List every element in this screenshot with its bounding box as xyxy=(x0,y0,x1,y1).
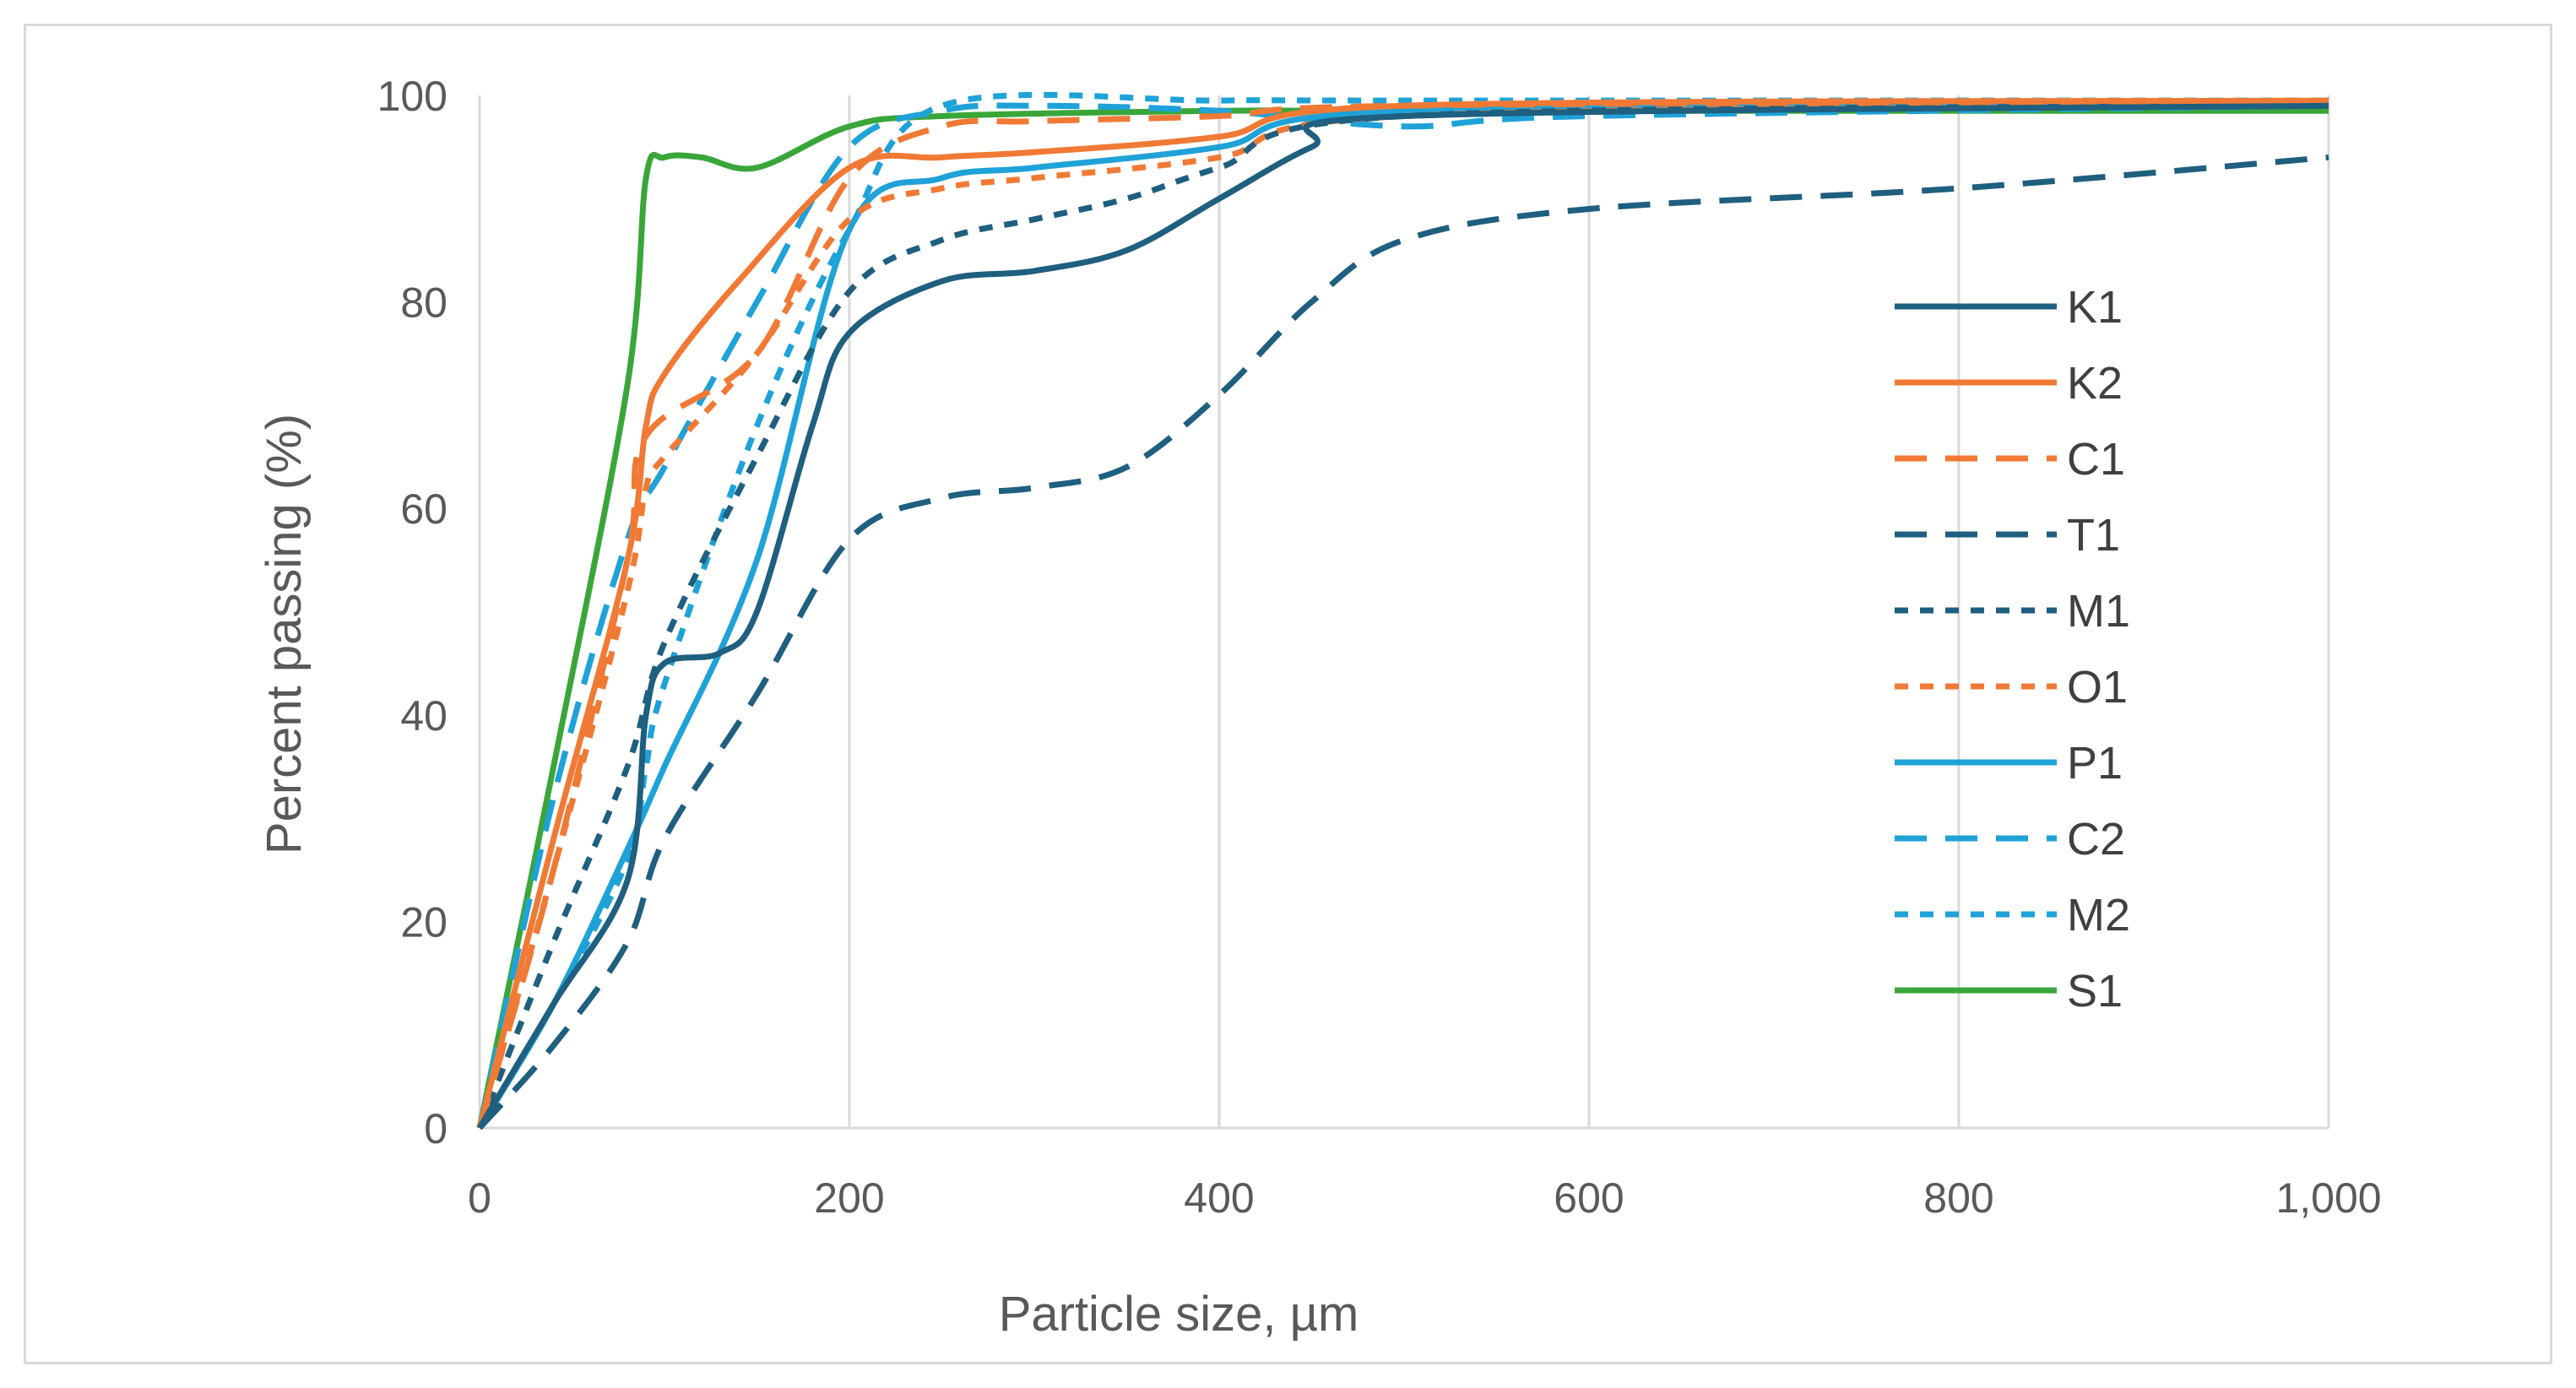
x-tick-label: 800 xyxy=(1923,1174,1993,1222)
legend-label-m2: M2 xyxy=(2067,890,2130,941)
x-axis-title: Particle size, µm xyxy=(999,1287,1359,1342)
legend-label-s1: S1 xyxy=(2067,966,2123,1017)
y-tick-label: 40 xyxy=(400,692,447,740)
x-tick-label: 0 xyxy=(468,1174,491,1222)
series-line-k2 xyxy=(476,97,2329,1129)
legend-label-t1: T1 xyxy=(2067,510,2120,561)
y-axis-title: Percent passing (%) xyxy=(257,414,312,854)
x-tick-label: 400 xyxy=(1184,1174,1254,1222)
x-tick-label: 600 xyxy=(1554,1174,1624,1222)
series-line-k1 xyxy=(476,102,2329,1130)
legend-label-k1: K1 xyxy=(2067,282,2123,333)
particle-size-chart: 0 200 400 600 800 1,000 0 20 40 60 80 100 K1 K2 C1 T1 M… xyxy=(257,73,2382,1342)
y-tick-label: 20 xyxy=(400,898,447,946)
legend-label-k2: K2 xyxy=(2067,358,2123,409)
y-tick-label: 80 xyxy=(400,279,447,327)
y-tick-label: 100 xyxy=(377,73,447,120)
series-layer xyxy=(476,91,2329,1130)
series-line-m2 xyxy=(476,91,2329,1130)
axis-layer: 0 200 400 600 800 1,000 0 20 40 60 80 100 xyxy=(377,73,2382,1222)
series-line-p1 xyxy=(476,102,2329,1130)
chart-frame: 0 200 400 600 800 1,000 0 20 40 60 80 100 K1 K2 C1 T1 M… xyxy=(24,24,2552,1364)
legend-label-o1: O1 xyxy=(2067,662,2128,713)
legend-label-p1: P1 xyxy=(2067,738,2123,789)
y-tick-label: 60 xyxy=(400,485,447,533)
legend-label-m1: M1 xyxy=(2067,586,2130,637)
series-line-c2 xyxy=(476,102,2329,1129)
x-tick-label: 1,000 xyxy=(2275,1174,2381,1222)
x-tick-label: 200 xyxy=(814,1174,884,1222)
legend-label-c2: C2 xyxy=(2067,814,2125,865)
y-tick-label: 0 xyxy=(424,1105,447,1152)
legend-layer: K1 K2 C1 T1 M1 O1 P1 C2 M2 S1 xyxy=(1895,282,2130,1017)
legend-label-c1: C1 xyxy=(2067,434,2125,485)
